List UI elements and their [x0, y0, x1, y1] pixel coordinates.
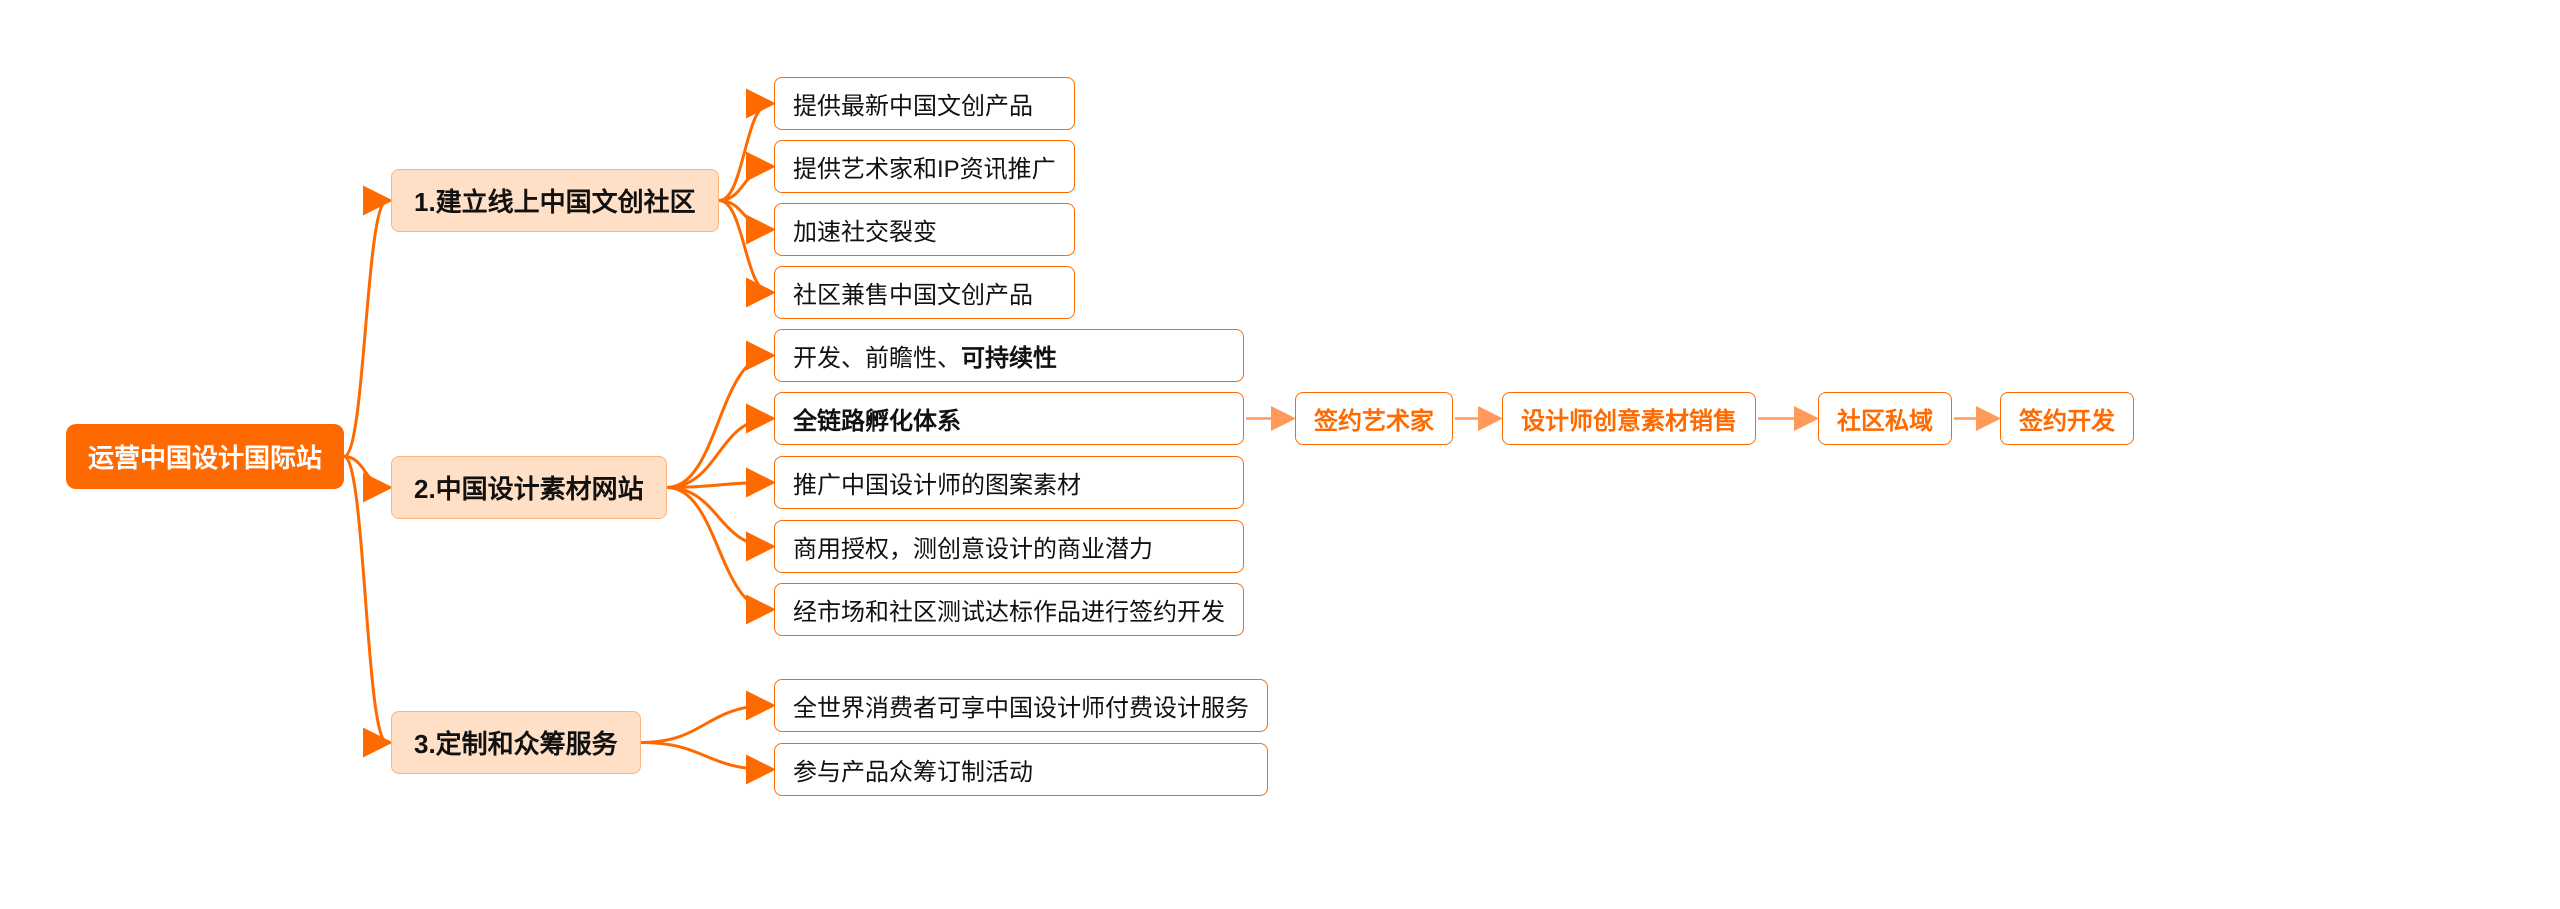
- leaf-text: 全世界消费者可享中国设计师付费设计服务: [793, 688, 1249, 723]
- chain-node-2[interactable]: 设计师创意素材销售: [1502, 392, 1756, 445]
- leaf-node-b3-1[interactable]: 全世界消费者可享中国设计师付费设计服务: [774, 679, 1268, 732]
- leaf-text-part: 开发、前瞻性、: [793, 338, 961, 373]
- leaf-text: 经市场和社区测试达标作品进行签约开发: [793, 592, 1225, 627]
- root-node[interactable]: 运营中国设计国际站: [66, 424, 344, 489]
- leaf-text-part: 可持续性: [961, 338, 1057, 373]
- connectors-svg: [0, 0, 2560, 909]
- leaf-text: 商用授权，测创意设计的商业潜力: [793, 529, 1153, 564]
- leaf-node-b2-3[interactable]: 推广中国设计师的图案素材: [774, 456, 1244, 509]
- leaf-node-b2-4[interactable]: 商用授权，测创意设计的商业潜力: [774, 520, 1244, 573]
- leaf-node-b2-2[interactable]: 全链路孵化体系: [774, 392, 1244, 445]
- leaf-node-b3-2[interactable]: 参与产品众筹订制活动: [774, 743, 1268, 796]
- leaf-text: 参与产品众筹订制活动: [793, 752, 1033, 787]
- leaf-text: 提供艺术家和IP资讯推广: [793, 149, 1056, 184]
- chain-node-1[interactable]: 签约艺术家: [1295, 392, 1453, 445]
- leaf-text: 加速社交裂变: [793, 212, 937, 247]
- chain-node-4[interactable]: 签约开发: [2000, 392, 2134, 445]
- leaf-node-b1-2[interactable]: 提供艺术家和IP资讯推广: [774, 140, 1075, 193]
- branch-node-3[interactable]: 3.定制和众筹服务: [391, 711, 641, 774]
- leaf-node-b2-5[interactable]: 经市场和社区测试达标作品进行签约开发: [774, 583, 1244, 636]
- leaf-text: 提供最新中国文创产品: [793, 86, 1033, 121]
- leaf-node-b1-4[interactable]: 社区兼售中国文创产品: [774, 266, 1075, 319]
- branch-node-2[interactable]: 2.中国设计素材网站: [391, 456, 667, 519]
- chain-node-3[interactable]: 社区私域: [1818, 392, 1952, 445]
- branch-node-1[interactable]: 1.建立线上中国文创社区: [391, 169, 719, 232]
- leaf-text-part: 全链路孵化体系: [793, 401, 961, 436]
- leaf-node-b1-3[interactable]: 加速社交裂变: [774, 203, 1075, 256]
- leaf-text: 推广中国设计师的图案素材: [793, 465, 1081, 500]
- leaf-node-b2-1[interactable]: 开发、前瞻性、可持续性: [774, 329, 1244, 382]
- leaf-text: 社区兼售中国文创产品: [793, 275, 1033, 310]
- leaf-node-b1-1[interactable]: 提供最新中国文创产品: [774, 77, 1075, 130]
